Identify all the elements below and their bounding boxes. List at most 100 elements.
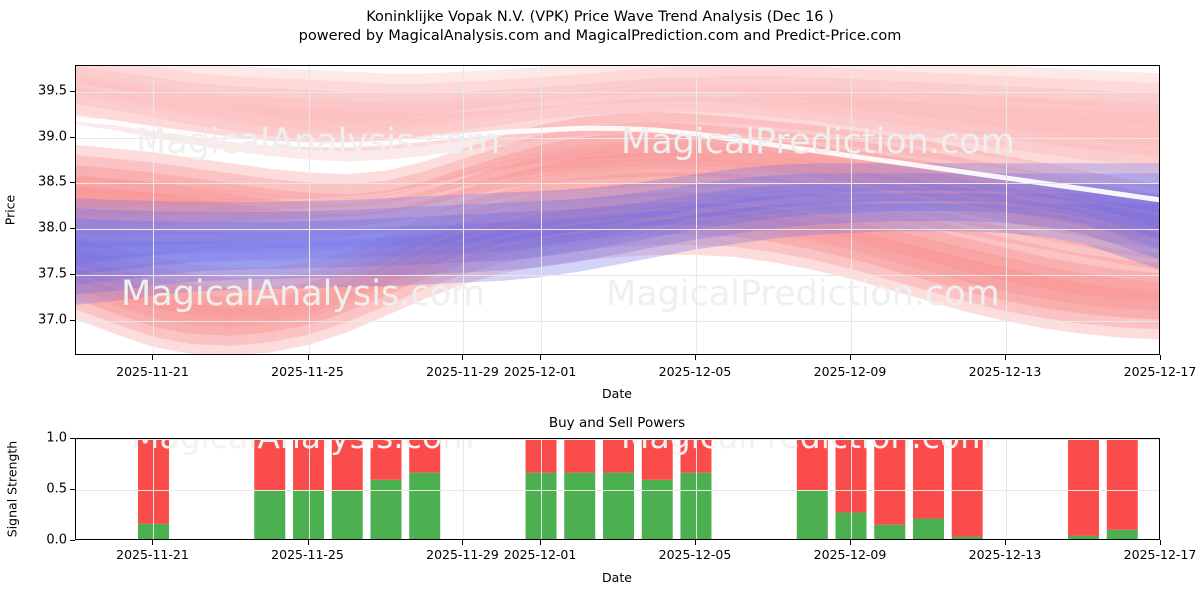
signal-y-tick-label-0: 0.0 xyxy=(46,532,67,548)
signal-y-tick-mark-0 xyxy=(70,540,75,541)
signal-y-tick-label-1: 0.5 xyxy=(46,481,67,497)
signal-bar-sell-2025-12-02 xyxy=(564,439,596,473)
signal-gridline-v-5 xyxy=(851,439,852,539)
signal-x-tick-label-1: 2025-11-25 xyxy=(271,547,344,562)
signal-gridline-v-4 xyxy=(695,439,697,539)
price-band-mid-red-band-layer-4 xyxy=(76,111,1159,230)
signal-y-tick-label-2: 1.0 xyxy=(46,430,67,446)
signal-bar-sell-2025-12-03 xyxy=(603,439,634,473)
signal-bar-buy-2025-11-26 xyxy=(331,490,363,539)
price-x-tick-label-4: 2025-12-05 xyxy=(658,364,732,379)
price-band-blue-band-layer-3 xyxy=(76,173,1159,275)
signal-x-tick-label-5: 2025-12-09 xyxy=(813,547,887,562)
signal-bar-buy-2025-12-10 xyxy=(874,524,906,539)
price-x-tick-mark-6 xyxy=(1004,355,1006,360)
signal-x-tick-mark-2 xyxy=(462,540,464,545)
signal-bar-buy-2025-11-24 xyxy=(254,490,286,539)
price-band-outer-red-upper-layer-2 xyxy=(76,66,1159,167)
signal-x-tick-mark-7 xyxy=(1160,540,1161,545)
signal-x-tick-label-7: 2025-12-17 xyxy=(1123,547,1197,562)
price-y-tick-mark-0 xyxy=(70,320,75,322)
price-band-lower-red-band-layer-0 xyxy=(76,212,1159,354)
price-x-tick-mark-7 xyxy=(1160,355,1161,360)
signal-gridline-h-2 xyxy=(76,439,1159,440)
price-x-tick-label-0: 2025-11-21 xyxy=(116,364,189,379)
price-wave-svg xyxy=(76,66,1159,354)
price-y-tick-mark-5 xyxy=(70,90,75,92)
price-band-outer-red-upper-layer-0 xyxy=(76,86,1159,187)
price-gridline-v-5 xyxy=(851,66,852,354)
signal-x-tick-mark-1 xyxy=(307,540,309,545)
price-chart-x-axis-label: Date xyxy=(602,386,632,401)
price-gridline-h-0 xyxy=(76,321,1159,323)
signal-bar-buy-2025-12-15 xyxy=(1068,535,1100,539)
price-band-mid-red-band-layer-3 xyxy=(76,121,1159,240)
signal-bar-sell-2025-11-24 xyxy=(254,439,286,490)
price-x-tick-label-3: 2025-12-01 xyxy=(503,364,577,379)
price-chart-y-axis-label: Price xyxy=(2,194,18,226)
title-block: Koninklijke Vopak N.V. (VPK) Price Wave … xyxy=(0,8,1200,46)
price-y-tick-label-3: 38.5 xyxy=(38,174,67,190)
signal-x-tick-mark-4 xyxy=(694,540,696,545)
price-band-lower-red-band-layer-2 xyxy=(76,192,1159,336)
signal-chart-title: Buy and Sell Powers xyxy=(548,415,686,431)
price-gridline-h-4 xyxy=(76,137,1159,139)
price-gridline-v-6 xyxy=(1005,66,1007,354)
signal-bar-sell-2025-12-08 xyxy=(796,439,828,490)
signal-bar-buy-2025-11-28 xyxy=(409,472,441,539)
price-band-blue-band-layer-2 xyxy=(76,183,1159,285)
price-y-tick-label-1: 37.5 xyxy=(38,266,67,282)
price-y-tick-mark-1 xyxy=(70,274,75,276)
price-band-outer-red-upper-layer-1 xyxy=(76,76,1159,177)
signal-x-tick-mark-3 xyxy=(540,540,542,545)
price-y-tick-mark-2 xyxy=(70,228,75,230)
signal-chart-y-axis-label: Signal Strength xyxy=(4,440,20,538)
signal-y-tick-mark-1 xyxy=(70,489,75,490)
signal-x-tick-mark-5 xyxy=(850,540,851,545)
price-y-tick-mark-4 xyxy=(70,136,75,138)
price-band-blue-band-layer-0 xyxy=(76,203,1159,305)
price-band-blue-band-layer-1 xyxy=(76,193,1159,295)
price-x-tick-mark-3 xyxy=(540,355,542,360)
signal-bar-buy-2025-11-27 xyxy=(370,479,402,539)
price-gridline-v-2 xyxy=(463,66,465,354)
price-x-tick-mark-2 xyxy=(462,355,464,360)
signal-x-tick-label-3: 2025-12-01 xyxy=(503,547,577,562)
price-band-mid-red-band-layer-1 xyxy=(76,142,1159,260)
page-title: Koninklijke Vopak N.V. (VPK) Price Wave … xyxy=(366,9,834,25)
price-white-center-line xyxy=(76,116,1159,203)
price-gridline-v-3 xyxy=(541,66,543,354)
signal-x-tick-label-0: 2025-11-21 xyxy=(116,547,189,562)
signal-bar-buy-2025-12-12 xyxy=(951,536,983,539)
price-y-tick-mark-3 xyxy=(70,182,75,184)
signal-y-tick-mark-2 xyxy=(70,438,75,439)
signal-gridline-h-1 xyxy=(76,490,1159,491)
signal-x-tick-label-4: 2025-12-05 xyxy=(658,547,732,562)
signal-gridline-v-2 xyxy=(463,439,465,539)
signal-bar-sell-2025-12-04 xyxy=(641,439,673,480)
signal-chart-x-axis-label: Date xyxy=(602,570,632,585)
signal-bar-sell-2025-11-26 xyxy=(331,439,363,490)
price-gridline-v-1 xyxy=(308,66,310,354)
signal-bar-buy-2025-12-02 xyxy=(564,472,596,539)
signal-bar-sell-2025-12-16 xyxy=(1106,439,1138,530)
signal-gridline-v-0 xyxy=(153,439,155,539)
price-band-blue-band-inner-1 xyxy=(76,193,1159,247)
signal-x-tick-mark-0 xyxy=(152,540,154,545)
price-band-outer-red-upper-inner-0 xyxy=(76,72,1159,111)
signal-bar-sell-2025-11-27 xyxy=(370,439,402,480)
signal-bar-sell-2025-12-10 xyxy=(874,439,906,525)
price-gridline-v-0 xyxy=(153,66,155,354)
price-band-outer-red-upper-layer-4 xyxy=(76,66,1159,147)
signal-bar-sell-2025-11-28 xyxy=(409,439,441,473)
signal-bar-sell-2025-12-11 xyxy=(912,439,944,519)
price-x-tick-mark-4 xyxy=(694,355,696,360)
price-band-mid-red-band-layer-0 xyxy=(76,152,1159,270)
price-gridline-h-5 xyxy=(76,91,1159,93)
signal-bar-buy-2025-12-03 xyxy=(603,472,634,539)
price-band-lower-red-band-layer-4 xyxy=(76,172,1159,316)
price-y-tick-label-0: 37.0 xyxy=(38,312,67,328)
signal-x-tick-label-6: 2025-12-13 xyxy=(968,547,1042,562)
price-gridline-v-4 xyxy=(695,66,697,354)
signal-bar-sell-2025-12-12 xyxy=(951,439,983,537)
